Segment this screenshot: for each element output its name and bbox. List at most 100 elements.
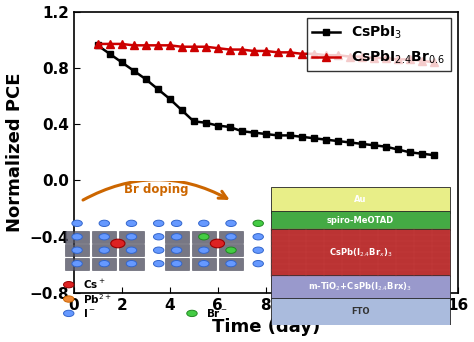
Polygon shape [65,231,89,243]
Circle shape [187,310,197,317]
Polygon shape [219,258,243,270]
Circle shape [172,234,182,240]
CsPbI$_{2.4}$Br$_{0.6}$ [167,43,173,48]
CsPbI$_{2.4}$Br$_{0.6}$ [119,42,125,46]
Polygon shape [164,231,189,243]
CsPbI$_3$ [299,135,305,139]
Circle shape [72,261,82,267]
Circle shape [99,234,109,240]
Polygon shape [164,244,189,256]
Text: Br$^-$: Br$^-$ [206,307,228,319]
CsPbI$_{2.4}$Br$_{0.6}$ [323,53,328,57]
FancyArrowPatch shape [83,180,227,200]
Circle shape [199,220,209,226]
CsPbI$_3$ [143,77,148,81]
CsPbI$_3$ [347,140,353,144]
CsPbI$_{2.4}$Br$_{0.6}$ [263,49,269,53]
Line: CsPbI$_{2.4}$Br$_{0.6}$: CsPbI$_{2.4}$Br$_{0.6}$ [93,40,438,66]
Y-axis label: Normalized PCE: Normalized PCE [6,73,24,232]
CsPbI$_3$ [239,129,245,133]
CsPbI$_3$ [203,121,209,125]
CsPbI$_3$ [95,43,100,48]
Text: Pb$^{2+}$: Pb$^{2+}$ [83,292,111,306]
Circle shape [72,220,82,226]
Line: CsPbI$_3$: CsPbI$_3$ [94,42,438,159]
CsPbI$_{2.4}$Br$_{0.6}$ [287,50,292,54]
CsPbI$_{2.4}$Br$_{0.6}$ [239,48,245,52]
Text: Au: Au [354,195,366,205]
Circle shape [199,247,209,253]
Circle shape [172,247,182,253]
Circle shape [172,261,182,267]
Text: m-TiO$_2$+CsPb(I$_{2.4}$Brx)$_3$: m-TiO$_2$+CsPb(I$_{2.4}$Brx)$_3$ [308,280,412,293]
Circle shape [126,234,137,240]
CsPbI$_3$ [251,131,256,135]
Polygon shape [191,258,216,270]
CsPbI$_3$ [287,133,292,137]
CsPbI$_3$ [155,87,161,91]
CsPbI$_3$ [119,60,125,64]
CsPbI$_3$ [167,97,173,101]
Polygon shape [191,231,216,243]
CsPbI$_{2.4}$Br$_{0.6}$ [227,48,233,52]
CsPbI$_{2.4}$Br$_{0.6}$ [251,49,256,53]
CsPbI$_{2.4}$Br$_{0.6}$ [395,57,401,62]
Circle shape [126,220,137,226]
Circle shape [226,220,236,226]
CsPbI$_{2.4}$Br$_{0.6}$ [335,53,341,57]
Circle shape [154,220,164,226]
CsPbI$_{2.4}$Br$_{0.6}$ [107,42,112,46]
Text: spiro-MeOTAD: spiro-MeOTAD [327,216,394,225]
CsPbI$_{2.4}$Br$_{0.6}$ [359,54,365,58]
Circle shape [99,261,109,267]
CsPbI$_3$ [383,145,389,149]
CsPbI$_3$ [323,137,328,142]
Circle shape [111,239,125,248]
CsPbI$_{2.4}$Br$_{0.6}$ [419,59,425,63]
Polygon shape [92,231,117,243]
CsPbI$_3$ [371,143,377,147]
Text: CsPb(I$_{2.4}$Br$_x$)$_3$: CsPb(I$_{2.4}$Br$_x$)$_3$ [328,246,392,259]
Circle shape [253,220,264,226]
CsPbI$_{2.4}$Br$_{0.6}$ [431,60,437,64]
Circle shape [154,247,164,253]
Circle shape [226,261,236,267]
Polygon shape [65,244,89,256]
Circle shape [199,234,209,240]
Polygon shape [92,258,117,270]
Circle shape [172,220,182,226]
CsPbI$_{2.4}$Br$_{0.6}$ [203,45,209,49]
Circle shape [226,234,236,240]
Text: Cs$^+$: Cs$^+$ [83,278,106,291]
CsPbI$_{2.4}$Br$_{0.6}$ [311,52,317,56]
CsPbI$_3$ [335,139,341,143]
Polygon shape [119,258,144,270]
Polygon shape [92,244,117,256]
Polygon shape [271,229,450,276]
Circle shape [253,247,264,253]
CsPbI$_3$ [107,52,112,56]
CsPbI$_{2.4}$Br$_{0.6}$ [131,43,137,48]
Circle shape [154,261,164,267]
CsPbI$_{2.4}$Br$_{0.6}$ [275,50,281,54]
CsPbI$_3$ [431,153,437,157]
Circle shape [64,281,74,288]
Polygon shape [119,244,144,256]
CsPbI$_{2.4}$Br$_{0.6}$ [371,56,377,60]
CsPbI$_{2.4}$Br$_{0.6}$ [179,45,184,49]
CsPbI$_{2.4}$Br$_{0.6}$ [347,54,353,58]
Polygon shape [271,187,450,213]
CsPbI$_3$ [227,125,233,129]
CsPbI$_3$ [359,142,365,146]
Legend: CsPbI$_3$, CsPbI$_{2.4}$Br$_{0.6}$: CsPbI$_3$, CsPbI$_{2.4}$Br$_{0.6}$ [307,18,451,71]
Circle shape [226,247,236,253]
Polygon shape [219,231,243,243]
Circle shape [126,247,137,253]
Circle shape [253,261,264,267]
Circle shape [99,247,109,253]
CsPbI$_{2.4}$Br$_{0.6}$ [215,46,220,50]
CsPbI$_3$ [419,152,425,156]
Text: I$^-$: I$^-$ [83,307,96,319]
CsPbI$_{2.4}$Br$_{0.6}$ [407,57,413,62]
CsPbI$_3$ [311,136,317,140]
